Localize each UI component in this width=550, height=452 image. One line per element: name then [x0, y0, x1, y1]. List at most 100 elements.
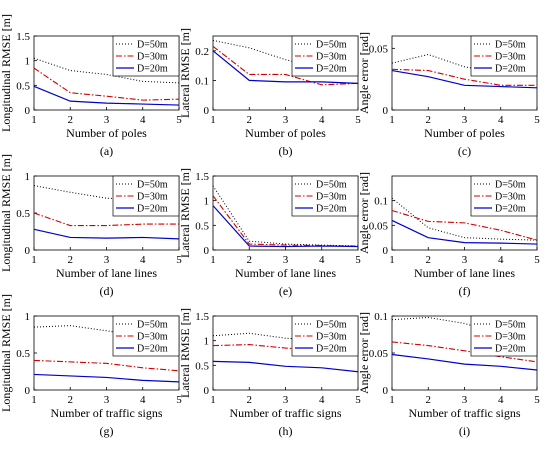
y-tick-label: 0.05	[369, 220, 389, 232]
legend-entry: D=30m	[495, 192, 526, 203]
y-tick-label: 0	[25, 385, 31, 397]
legend-entry: D=30m	[316, 332, 347, 343]
x-axis-label: Number of lane lines	[414, 266, 515, 280]
legend-entry: D=30m	[137, 192, 168, 203]
y-tick-label: 0	[383, 385, 389, 397]
series-line	[391, 353, 538, 371]
subplot-label: (a)	[100, 144, 113, 158]
subplot: 0 0.5 1 1.5 1 2 3 4 5 Number of lane lines Lateral…	[178, 168, 361, 298]
x-tick-label: 3	[104, 254, 110, 266]
subplot-label: (c)	[458, 144, 471, 158]
subplot: 0 0.5 1 1 2 3 4 5 Number of traffic signs Longitu…	[0, 294, 182, 438]
y-tick-label: 1	[25, 171, 31, 183]
x-tick-label: 3	[104, 114, 110, 126]
y-axis-label: Angle error [rad]	[357, 32, 371, 114]
x-tick-label: 4	[319, 254, 325, 266]
series-line	[33, 325, 180, 343]
x-tick-label: 3	[283, 254, 289, 266]
subplot: 0 0.05 1 2 3 4 5 Number of poles Angle error [ra…	[357, 32, 540, 158]
series-line	[212, 332, 359, 344]
legend-entry: D=50m	[137, 180, 168, 191]
y-tick-label: 0	[204, 385, 210, 397]
x-tick-label: 4	[140, 114, 146, 126]
x-tick-label: 2	[68, 394, 74, 406]
x-axis-label: Number of lane lines	[235, 266, 336, 280]
series-line	[33, 359, 180, 372]
y-axis-label: Angle error [rad]	[357, 172, 371, 254]
legend-entry: D=50m	[495, 40, 526, 51]
series-line	[212, 205, 359, 248]
x-axis-label: Number of traffic signs	[408, 406, 520, 420]
x-tick-label: 1	[210, 114, 216, 126]
x-tick-label: 1	[31, 394, 37, 406]
legend-entry: D=20m	[137, 204, 168, 215]
legend-entry: D=30m	[137, 332, 168, 343]
legend-entry: D=20m	[316, 64, 347, 75]
x-tick-label: 5	[176, 254, 182, 266]
x-tick-label: 5	[534, 254, 540, 266]
y-axis-label: Longitudinal RMSE [m]	[0, 154, 13, 272]
x-tick-label: 2	[247, 254, 253, 266]
y-tick-label: 1.5	[195, 311, 209, 323]
legend-entry: D=30m	[316, 192, 347, 203]
subplot-label: (f)	[459, 284, 471, 298]
series-line	[212, 45, 359, 86]
x-tick-label: 5	[355, 254, 361, 266]
y-tick-label: 0.2	[195, 46, 209, 58]
series-line	[391, 69, 538, 89]
x-tick-label: 1	[389, 114, 395, 126]
y-tick-label: 0	[383, 105, 389, 117]
x-tick-label: 4	[140, 254, 146, 266]
x-tick-label: 1	[31, 114, 37, 126]
y-axis-label: Lateral RMSE [m]	[178, 308, 192, 398]
x-tick-label: 3	[462, 394, 468, 406]
y-tick-label: 1	[25, 311, 31, 323]
y-axis-label: Angle error [rad]	[357, 312, 371, 394]
y-tick-label: 0	[204, 105, 210, 117]
series-line	[391, 341, 538, 363]
y-axis-label: Lateral RMSE [m]	[178, 168, 192, 258]
x-tick-label: 1	[389, 254, 395, 266]
legend-entry: D=50m	[495, 180, 526, 191]
subplot: 0 0.05 0.1 1 2 3 4 5 Number of lane lines Angle e…	[357, 172, 540, 298]
x-tick-label: 4	[319, 394, 325, 406]
x-tick-label: 5	[534, 394, 540, 406]
series-line	[391, 197, 538, 241]
x-tick-label: 2	[247, 114, 253, 126]
series-line	[33, 85, 180, 106]
legend-entry: D=50m	[495, 320, 526, 331]
legend-entry: D=20m	[495, 64, 526, 75]
x-tick-label: 3	[283, 394, 289, 406]
y-tick-label: 0.5	[16, 208, 30, 220]
x-tick-label: 1	[210, 394, 216, 406]
legend-entry: D=30m	[137, 52, 168, 63]
legend-entry: D=20m	[316, 344, 347, 355]
x-tick-label: 4	[140, 394, 146, 406]
y-tick-label: 0	[25, 105, 31, 117]
x-tick-label: 4	[319, 114, 325, 126]
x-tick-label: 5	[355, 114, 361, 126]
x-tick-label: 3	[283, 114, 289, 126]
subplot: 0 0.1 0.2 1 2 3 4 5 Number of poles Lateral RMSE …	[178, 28, 361, 158]
series-line	[212, 195, 359, 247]
legend-entry: D=30m	[316, 52, 347, 63]
x-axis-label: Number of poles	[424, 126, 505, 140]
x-tick-label: 2	[426, 114, 432, 126]
subplot-label: (g)	[100, 424, 114, 438]
legend-entry: D=20m	[137, 344, 168, 355]
x-tick-label: 2	[68, 254, 74, 266]
legend-entry: D=20m	[316, 204, 347, 215]
x-tick-label: 5	[176, 394, 182, 406]
series-line	[391, 210, 538, 241]
series-line	[212, 185, 359, 247]
x-tick-label: 5	[534, 114, 540, 126]
y-tick-label: 0.1	[374, 311, 388, 323]
subplot-label: (h)	[279, 424, 293, 438]
x-axis-label: Number of poles	[66, 126, 147, 140]
y-tick-label: 0	[383, 245, 389, 257]
x-axis-label: Number of lane lines	[56, 266, 157, 280]
series-line	[212, 360, 359, 373]
subplot-label: (b)	[279, 144, 293, 158]
y-tick-label: 0	[204, 245, 210, 257]
